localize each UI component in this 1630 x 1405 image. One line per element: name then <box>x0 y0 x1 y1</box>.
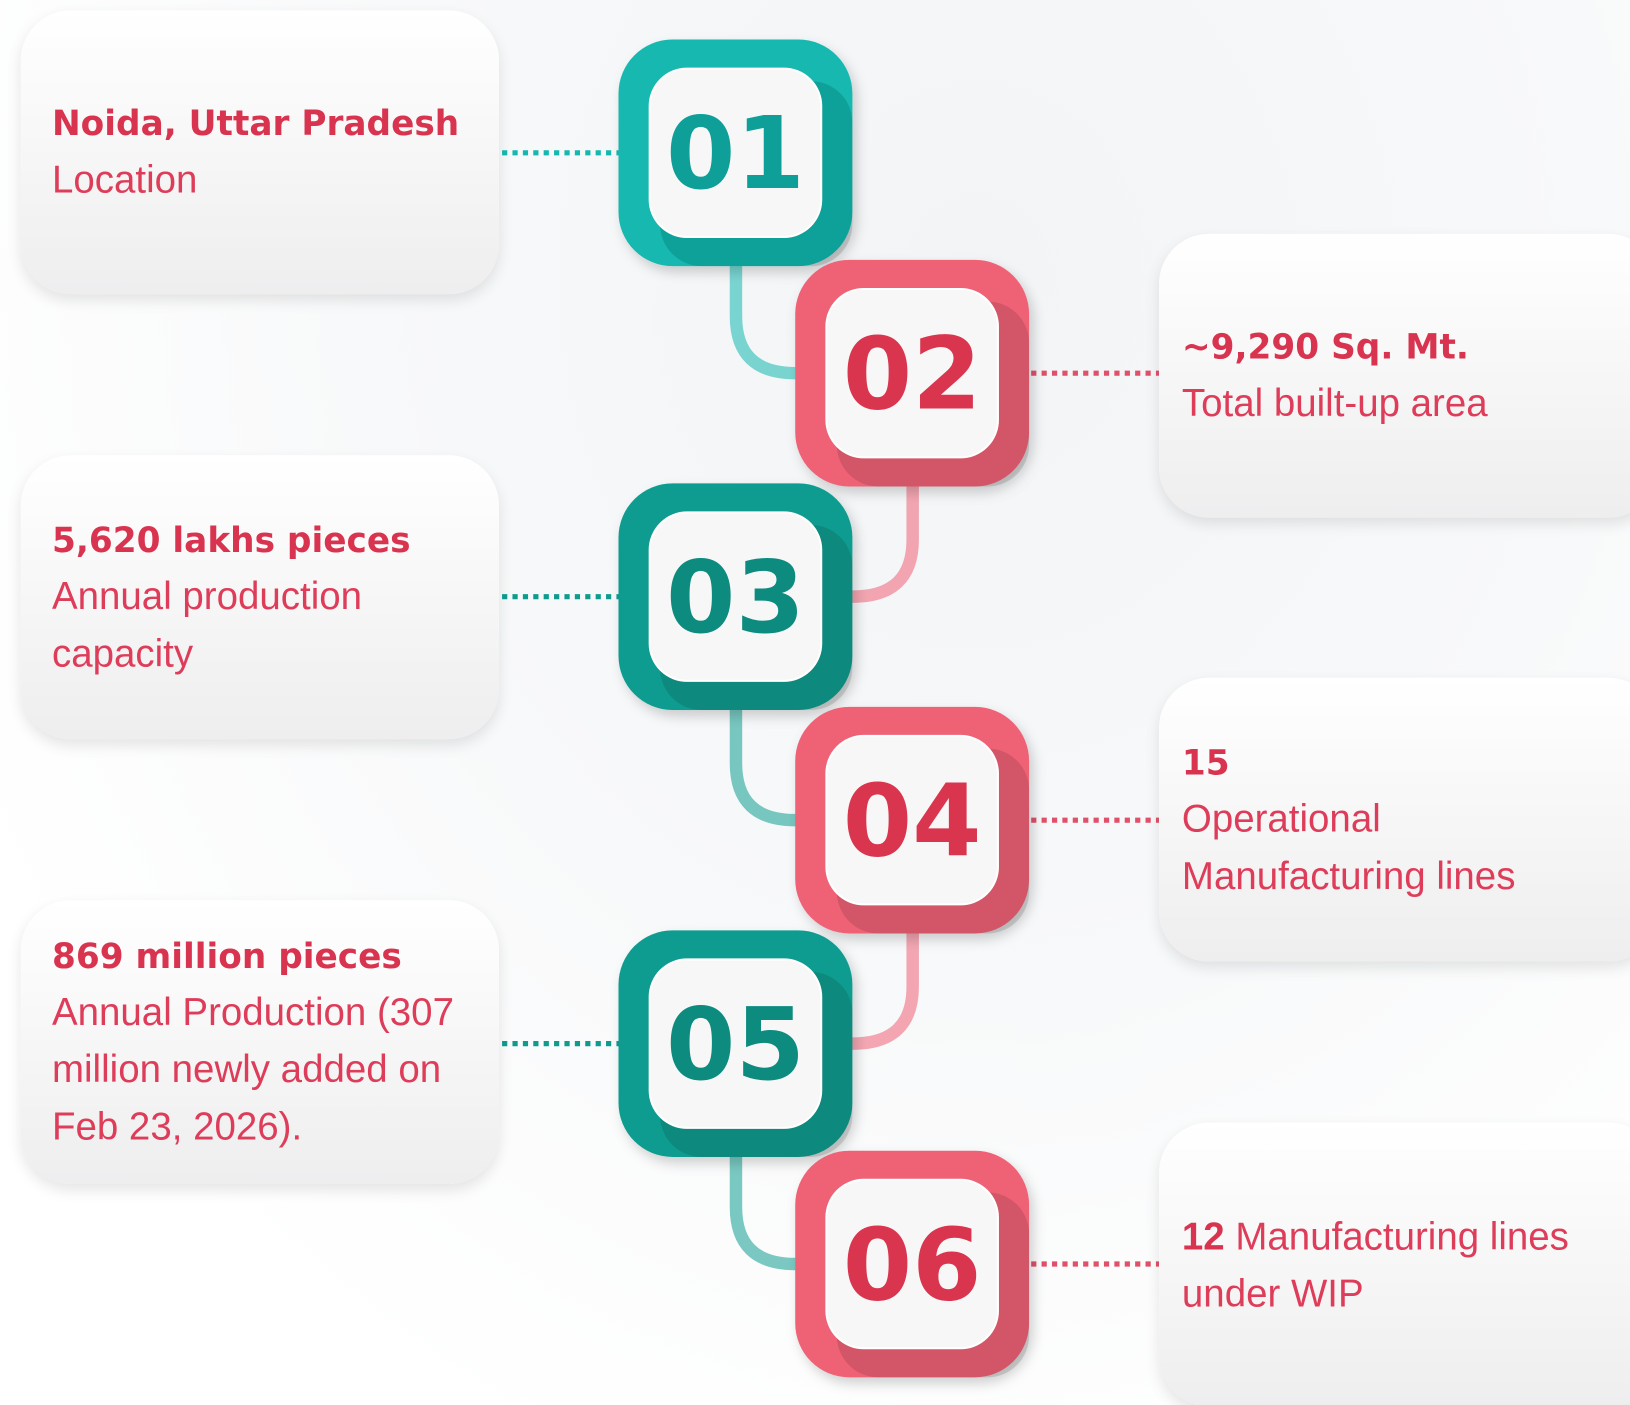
card-headline: 5,620 lakhs pieces <box>51 519 411 560</box>
badge-number: 05 <box>666 986 805 1103</box>
badge-inner <box>825 734 999 906</box>
info-card: 5,620 lakhs pieces Annual production capa… <box>20 455 499 740</box>
card-headline: 12 <box>1181 1214 1225 1258</box>
badge-inner <box>648 67 823 239</box>
card-headline: 15 <box>1181 741 1230 783</box>
connector-curve <box>729 703 802 827</box>
card-headline: 869 million pieces <box>51 935 402 977</box>
card-description: Annual Production (307 million newly add… <box>51 990 454 1148</box>
badge-number: 04 <box>843 763 982 880</box>
badge-number: 02 <box>843 316 982 433</box>
info-card: ~9,290 Sq. Mt. Total built-up area <box>1159 233 1630 518</box>
badge: 03 <box>618 483 853 710</box>
info-card: 12 Manufacturing lines under WIP <box>1159 1122 1630 1405</box>
connector-curve <box>729 259 802 380</box>
info-card: 869 million pieces Annual Production (307… <box>20 900 499 1184</box>
info-card: Noida, Uttar Pradesh Location <box>20 10 499 295</box>
badge: 02 <box>795 259 1030 487</box>
badge: 04 <box>795 706 1030 934</box>
badge: 06 <box>795 1150 1030 1378</box>
connector-curve <box>846 927 919 1050</box>
badge: 05 <box>618 930 853 1157</box>
card-description: Operational Manufacturing lines <box>1181 796 1516 897</box>
badge-number: 03 <box>666 539 805 656</box>
card-description: Total built-up area <box>1181 381 1488 425</box>
card-description: Annual production capacity <box>51 574 363 675</box>
connector-curve <box>846 480 919 603</box>
badge-inner <box>825 287 999 459</box>
card-headline: Noida, Uttar Pradesh <box>51 102 460 144</box>
badge: 01 <box>618 39 853 267</box>
badge-number: 06 <box>843 1206 982 1323</box>
card-description: Location <box>51 158 198 201</box>
card-headline: ~9,290 Sq. Mt. <box>1181 326 1469 367</box>
card-text: 12 Manufacturing lines under WIP <box>1182 1207 1617 1321</box>
card-description: Manufacturing lines under WIP <box>1181 1214 1569 1315</box>
badge-inner <box>825 1178 999 1350</box>
info-card: 15 Operational Manufacturing lines <box>1159 677 1630 962</box>
badge-inner <box>648 958 823 1129</box>
badge-number: 01 <box>666 95 805 212</box>
connector-curve <box>729 1150 802 1271</box>
badge-inner <box>648 511 823 682</box>
